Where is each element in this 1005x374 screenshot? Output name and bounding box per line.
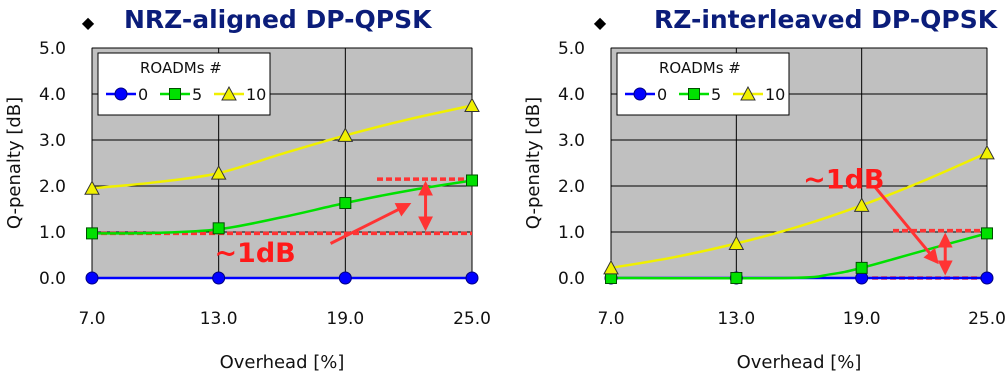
data-point-0 xyxy=(212,271,226,285)
x-tick-label: 13.0 xyxy=(717,309,755,329)
legend-label-10: 10 xyxy=(765,85,785,104)
annotation-label: ~1dB xyxy=(214,238,295,269)
legend-marker-5 xyxy=(169,88,181,100)
y-tick-label: 3.0 xyxy=(558,131,585,151)
legend-marker-10 xyxy=(221,85,237,101)
data-point-5 xyxy=(466,174,478,187)
legend-marker-5 xyxy=(688,88,700,100)
legend-label-5: 5 xyxy=(711,85,721,104)
data-point-0 xyxy=(85,271,99,285)
data-point-10 xyxy=(337,127,354,142)
data-point-10 xyxy=(603,259,619,275)
data-point-0 xyxy=(465,271,479,285)
data-point-10 xyxy=(979,144,995,160)
x-tick-label: 25.0 xyxy=(968,309,1005,329)
x-tick-label: 13.0 xyxy=(200,309,238,329)
legend-label-10: 10 xyxy=(246,85,266,104)
legend-marker-0 xyxy=(633,87,647,101)
x-tick-label: 7.0 xyxy=(78,309,105,329)
legend-title: ROADMs # xyxy=(140,59,222,77)
series-line-10 xyxy=(91,104,473,190)
y-tick-label: 2.0 xyxy=(39,177,66,197)
legend-box xyxy=(616,52,790,116)
chart-title: RZ-interleaved DP-QPSK xyxy=(654,5,999,34)
y-tick-label: 2.0 xyxy=(558,177,585,197)
y-tick-label: 1.0 xyxy=(39,223,66,243)
data-point-10 xyxy=(84,180,100,195)
x-tick-label: 19.0 xyxy=(843,309,881,329)
data-point-5 xyxy=(212,222,225,235)
data-point-10 xyxy=(464,97,480,112)
data-point-5 xyxy=(981,227,993,240)
data-point-0 xyxy=(980,271,994,285)
y-tick-label: 5.0 xyxy=(558,39,585,59)
x-tick-label: 7.0 xyxy=(597,309,624,329)
y-tick-label: 0.0 xyxy=(558,269,585,289)
x-axis-label: Overhead [%] xyxy=(737,352,862,373)
x-axis-label: Overhead [%] xyxy=(220,352,345,373)
pointer-arrow xyxy=(873,185,939,265)
y-axis-label: Q-penalty [dB] xyxy=(523,97,544,229)
title-bullet-icon: ◆ xyxy=(82,13,95,32)
y-tick-label: 4.0 xyxy=(39,85,66,105)
data-point-5 xyxy=(855,261,868,274)
chart-rz-interleaved: ◆ RZ-interleaved DP-QPSK 0.0 1.0 2.0 3.0 4.0 5.… xyxy=(523,5,1005,373)
series-line-10 xyxy=(610,151,988,270)
y-axis-label: Q-penalty [dB] xyxy=(4,97,25,229)
chart-nrz-aligned: ◆ NRZ-aligned DP-QPSK 0.0 1.0 2.0 3.0 4.0 5.0 7.… xyxy=(4,5,491,373)
x-tick-label: 19.0 xyxy=(326,309,364,329)
y-tick-label: 5.0 xyxy=(39,39,66,59)
data-point-5 xyxy=(730,272,743,284)
legend-box xyxy=(97,52,271,116)
data-point-0 xyxy=(338,271,352,285)
legend-label-0: 0 xyxy=(657,85,667,104)
data-point-5 xyxy=(86,227,98,240)
series-line-5 xyxy=(91,179,473,235)
legend-title: ROADMs # xyxy=(659,59,741,77)
data-point-10 xyxy=(728,235,745,250)
y-tick-label: 1.0 xyxy=(558,223,585,243)
title-bullet-icon: ◆ xyxy=(594,13,607,32)
legend-marker-10 xyxy=(740,85,756,101)
annotation-label: ~1dB xyxy=(803,164,884,195)
x-tick-label: 25.0 xyxy=(453,309,491,329)
data-point-10 xyxy=(210,165,227,180)
pointer-arrow xyxy=(329,203,412,245)
legend-label-0: 0 xyxy=(138,85,148,104)
y-tick-label: 0.0 xyxy=(39,269,66,289)
y-tick-label: 4.0 xyxy=(558,85,585,105)
legend-label-5: 5 xyxy=(192,85,202,104)
legend-marker-0 xyxy=(114,87,128,101)
data-point-10 xyxy=(853,197,870,212)
y-tick-label: 3.0 xyxy=(39,131,66,151)
data-point-5 xyxy=(339,197,352,210)
chart-title: NRZ-aligned DP-QPSK xyxy=(124,5,433,34)
